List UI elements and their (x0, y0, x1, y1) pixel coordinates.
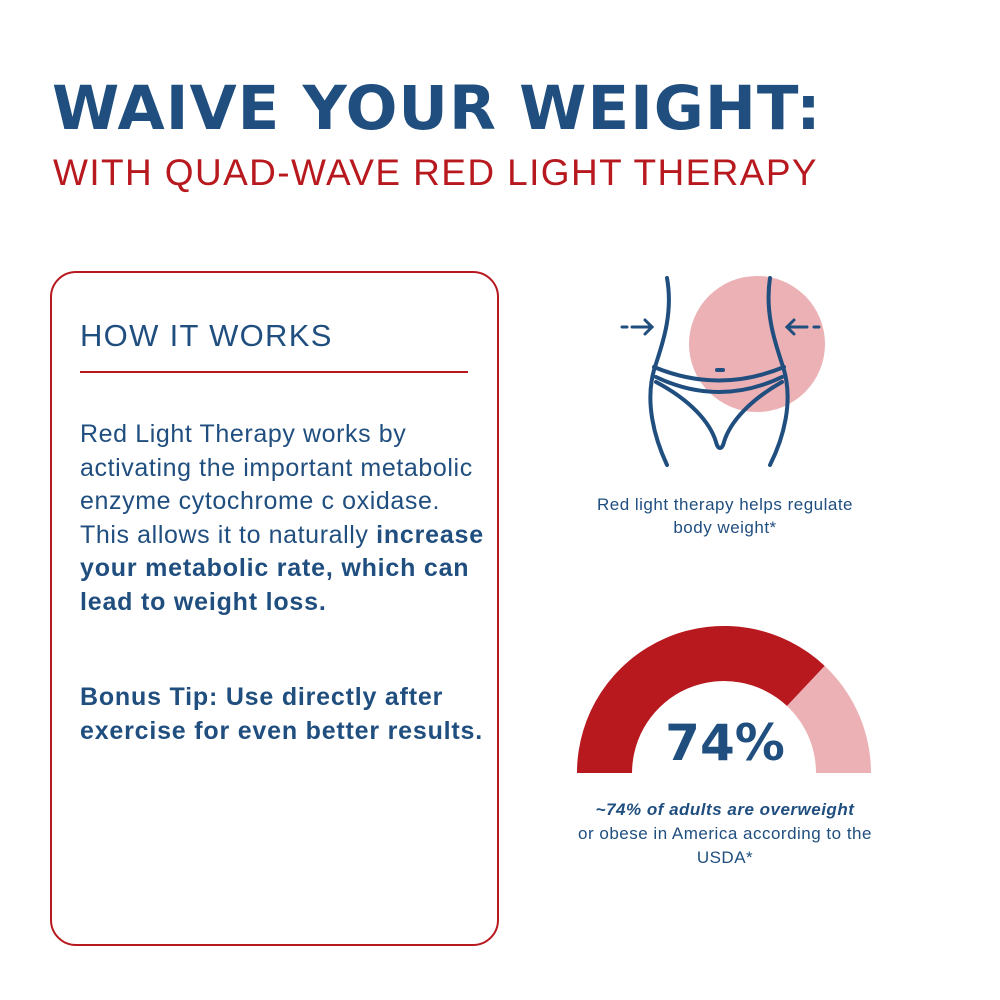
waist-icon (620, 276, 825, 467)
arrow-in-left-icon (620, 318, 655, 336)
stat-caption-emphasis: ~74% of adults are overweight (595, 800, 855, 819)
page-title: WAIVE YOUR WEIGHT: (52, 73, 822, 144)
left-body-outline (648, 276, 671, 467)
arrow-in-right-icon (784, 318, 821, 336)
waist-caption: Red light therapy helps regulate body we… (596, 495, 854, 537)
waistband-top (652, 365, 786, 383)
how-it-works-card: HOW IT WORKS Red Light Therapy works by … (50, 271, 499, 946)
gauge-fill (577, 625, 825, 773)
how-it-works-heading: HOW IT WORKS (80, 318, 333, 353)
waistband-bottom (654, 375, 784, 394)
stat-caption: ~74% of adults are overweight or obese in… (560, 798, 890, 870)
how-it-works-body: Red Light Therapy works by activating th… (80, 418, 495, 619)
body-intro: Red Light Therapy works by activating th… (80, 420, 473, 549)
bonus-tip: Bonus Tip: Use directly after exercise f… (80, 683, 483, 745)
brief-outline (654, 380, 784, 450)
red-light-circle (689, 276, 825, 412)
stat-caption-rest: or obese in America according to the USD… (578, 824, 872, 867)
body-emphasis: increase your metabolic rate, which can … (80, 520, 484, 616)
right-body-outline (766, 276, 790, 467)
gauge-value: 74% (665, 714, 785, 772)
page-subtitle: WITH QUAD-WAVE RED LIGHT THERAPY (53, 152, 818, 193)
heading-divider (80, 371, 468, 373)
overweight-gauge (577, 625, 871, 773)
